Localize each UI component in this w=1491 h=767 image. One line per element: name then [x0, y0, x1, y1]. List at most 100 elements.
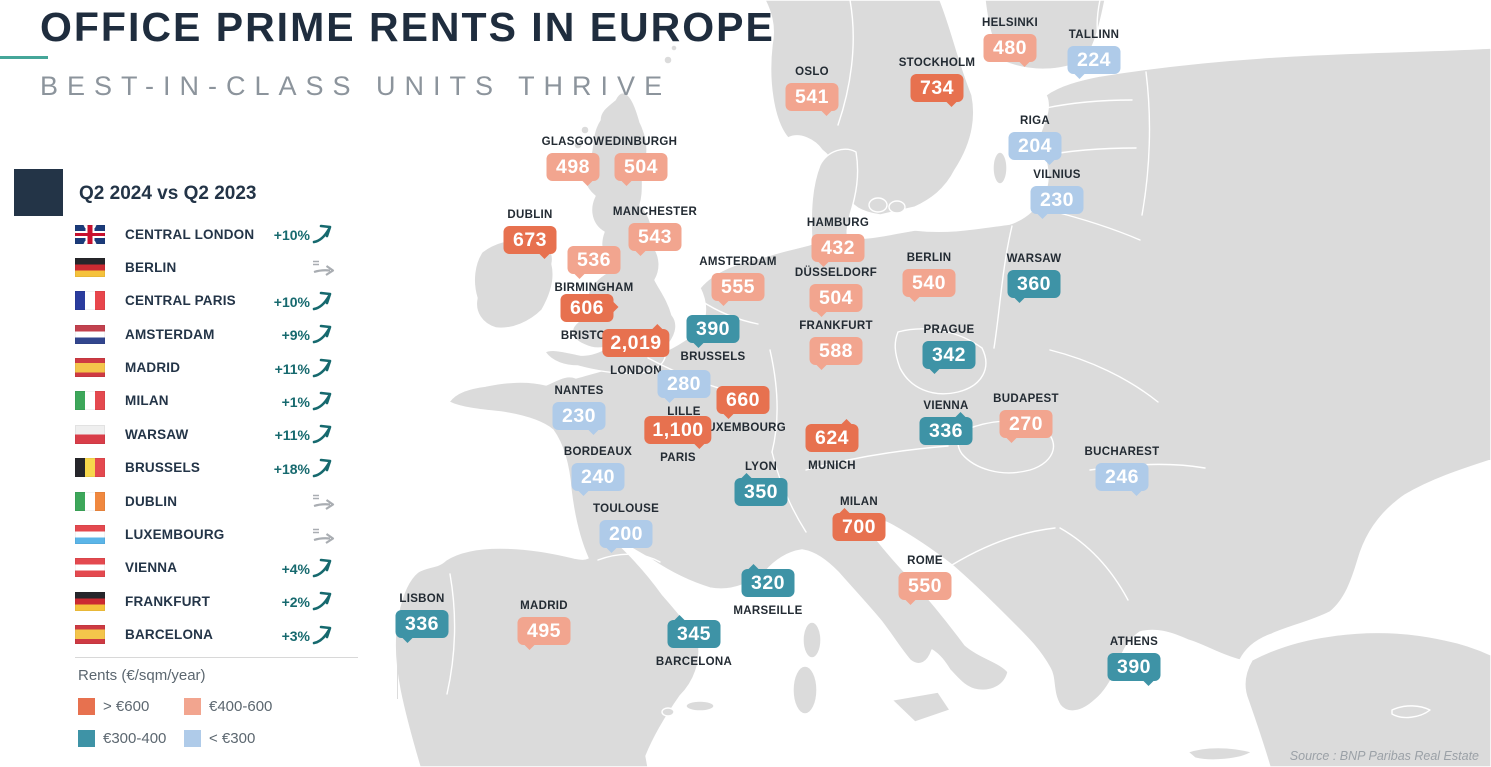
city-label: MILAN [840, 496, 878, 508]
rent-value: 504 [623, 156, 659, 178]
comparison-city-label: WARSAW [125, 426, 189, 442]
city-label: NANTES [554, 385, 604, 397]
map-city-bristol: 606 BRISTOL [560, 294, 619, 342]
map-city-marseille: 320 MARSEILLE [733, 564, 802, 617]
rent-badge: 336 [919, 412, 973, 445]
city-label: BRISTOL [560, 330, 614, 342]
trend-up-icon [312, 358, 332, 377]
rent-badge: 1,100 [644, 416, 712, 449]
badge-tail [1042, 158, 1057, 172]
map-city-brussels: 390 BRUSSELS [680, 315, 745, 363]
comparison-row: CENTRAL LONDON +10% [75, 224, 337, 244]
rent-value: 200 [608, 523, 644, 545]
legend-swatch-teal [78, 730, 95, 747]
map-city-bordeaux: 240 BORDEAUX [564, 446, 632, 496]
city-label: HAMBURG [806, 217, 870, 229]
city-label: STOCKHOLM [898, 57, 976, 69]
badge-tail [837, 501, 852, 515]
comparison-change: +9% [282, 323, 337, 345]
city-label: MUNICH [808, 460, 856, 472]
badge-tail [662, 396, 677, 410]
comparison-row: BARCELONA +3% [75, 625, 337, 645]
legend-label: > €600 [103, 698, 150, 715]
island-sicily [891, 691, 951, 723]
badge-tail [580, 179, 595, 193]
comparison-change: +10% [274, 223, 337, 245]
badge-tail [816, 260, 831, 274]
rent-badge: 246 [1095, 463, 1149, 496]
rent-badge: 606 [560, 294, 619, 322]
badge-tail [814, 363, 829, 377]
city-label: BORDEAUX [563, 446, 633, 458]
comparison-change [310, 256, 337, 278]
rent-value: 588 [818, 340, 854, 362]
map-city-prague: 342 PRAGUE [922, 324, 976, 374]
badge-tail [672, 608, 687, 622]
flag-fr-icon [75, 291, 105, 311]
island-hebrides-2 [573, 140, 583, 150]
map-city-riga: 204 RIGA [1008, 115, 1062, 165]
map-city-athens: 390 ATHENS [1107, 636, 1161, 686]
city-label: FRANKFURT [799, 320, 873, 332]
badge-tail [739, 466, 754, 480]
page-subtitle: BEST-IN-CLASS UNITS THRIVE [40, 71, 672, 101]
city-label: LYON [744, 461, 778, 473]
rents-legend-title: Rents (€/sqm/year) [78, 667, 206, 684]
comparison-city-label: VIENNA [125, 560, 178, 576]
rent-value: 230 [1039, 189, 1075, 211]
source-credit: Source : BNP Paribas Real Estate [1289, 749, 1479, 763]
rent-value: 390 [1116, 656, 1152, 678]
badge-tail [927, 367, 942, 381]
map-city-amsterdam: 555 AMSTERDAM [699, 256, 776, 306]
comparison-row: BRUSSELS +18% [75, 458, 337, 478]
city-label: BUDAPEST [993, 393, 1059, 405]
rent-badge: 540 [902, 269, 956, 302]
city-label: RIGA [1020, 115, 1050, 127]
rent-value: 495 [526, 620, 562, 642]
city-label: TOULOUSE [592, 503, 660, 515]
island-shetland [663, 55, 673, 65]
rent-badge: 280 [657, 370, 711, 403]
badge-tail [1012, 296, 1027, 310]
panel-accent-square [14, 169, 63, 216]
badge-tail [633, 249, 648, 263]
rent-badge: 2,019 [602, 324, 670, 357]
trend-flat-icon [313, 494, 335, 511]
rent-badge: 504 [614, 153, 668, 186]
comparison-row: WARSAW +11% [75, 424, 337, 444]
comparison-change: +1% [282, 390, 337, 412]
city-label: TALLINN [1068, 29, 1120, 41]
comparison-row: LUXEMBOURG [75, 525, 337, 545]
badge-tail [572, 272, 587, 286]
rent-badge: 390 [1107, 653, 1161, 686]
rent-badge: 673 [503, 226, 557, 259]
trend-up-icon [312, 324, 332, 344]
comparison-row: MILAN +1% [75, 391, 337, 411]
city-label: HELSINKI [981, 17, 1039, 29]
rent-value: 350 [743, 481, 779, 503]
city-label: MADRID [520, 600, 568, 612]
rent-value: 540 [911, 272, 947, 294]
flag-it-icon [75, 391, 105, 411]
trend-up-icon [312, 291, 332, 311]
city-label: ROME [907, 555, 943, 567]
city-label: VIENNA [923, 400, 969, 412]
comparison-row: MADRID +11% [75, 358, 337, 378]
comparison-city-label: BERLIN [125, 259, 177, 275]
rent-value: 624 [814, 427, 850, 449]
rent-badge: 336 [395, 610, 449, 643]
comparison-row: BERLIN [75, 257, 337, 277]
map-city-london: 2,019 LONDON [602, 324, 670, 377]
comparison-heading: Q2 2024 vs Q2 2023 [79, 183, 257, 204]
rent-value: 342 [931, 344, 967, 366]
city-label: EDINBURGH [604, 136, 678, 148]
flag-at-icon [75, 558, 105, 578]
map-city-nantes: 230 NANTES [552, 385, 606, 435]
rent-value: 700 [841, 516, 877, 538]
trend-up-icon [312, 224, 332, 244]
city-label: DÜSSELDORF [794, 267, 878, 279]
legend-item: < €300 [184, 730, 272, 747]
flag-pl-icon [75, 424, 105, 444]
flag-ie-icon [75, 491, 105, 511]
rent-badge: 541 [785, 83, 839, 116]
